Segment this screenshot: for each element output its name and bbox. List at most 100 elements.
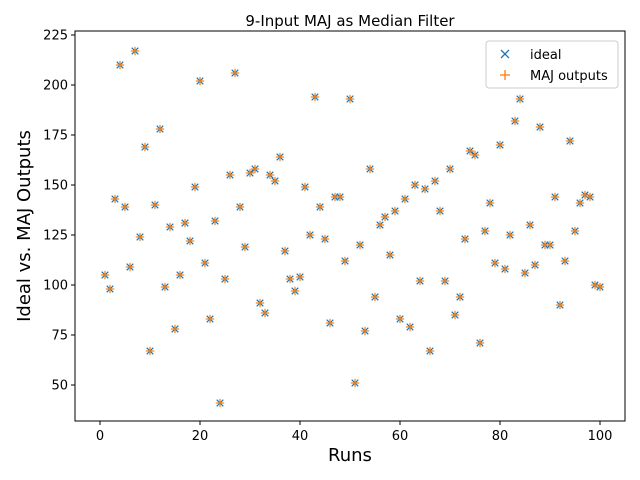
chart-title: 9-Input MAJ as Median Filter: [245, 12, 455, 30]
maj-point: [140, 142, 150, 152]
maj-point: [340, 256, 350, 266]
maj-point: [160, 282, 170, 292]
maj-point: [265, 170, 275, 180]
maj-point: [425, 346, 435, 356]
y-tick-label: 200: [43, 79, 68, 94]
y-tick-label: 125: [43, 229, 68, 244]
maj-point: [395, 314, 405, 324]
maj-point: [405, 322, 415, 332]
maj-point: [120, 202, 130, 212]
maj-point: [375, 220, 385, 230]
maj-point: [155, 124, 165, 134]
maj-point: [480, 226, 490, 236]
maj-point: [435, 206, 445, 216]
y-tick-label: 100: [43, 279, 68, 294]
x-tick-label: 0: [96, 429, 104, 444]
x-axis: 0 20 40 60 80 100: [96, 421, 613, 444]
plot-frame: [74, 30, 626, 422]
maj-point: [195, 76, 205, 86]
x-tick-label: 100: [588, 429, 613, 444]
maj-point: [180, 218, 190, 228]
maj-point: [110, 194, 120, 204]
data-marks: [100, 46, 605, 408]
maj-point: [450, 310, 460, 320]
maj-point: [570, 226, 580, 236]
maj-point: [470, 150, 480, 160]
maj-point: [555, 300, 565, 310]
legend: ideal MAJ outputs: [485, 40, 619, 89]
x-axis-label: Runs: [328, 445, 372, 466]
maj-point: [225, 170, 235, 180]
maj-point: [125, 262, 135, 272]
legend-label-ideal: ideal: [530, 48, 561, 63]
legend-marker-ideal: [500, 49, 510, 59]
maj-point: [310, 92, 320, 102]
maj-point: [210, 216, 220, 226]
y-tick-label: 75: [51, 329, 68, 344]
maj-point: [580, 190, 590, 200]
y-tick-label: 175: [43, 129, 68, 144]
maj-point: [280, 246, 290, 256]
y-axis-label: Ideal vs. MAJ Outputs: [14, 130, 35, 322]
maj-point: [285, 274, 295, 284]
maj-point: [170, 324, 180, 334]
maj-point: [460, 234, 470, 244]
maj-point: [105, 284, 115, 294]
maj-point: [250, 164, 260, 174]
y-tick-label: 225: [43, 29, 68, 44]
maj-point: [200, 258, 210, 268]
maj-point: [175, 270, 185, 280]
series-maj-outputs: [100, 46, 605, 408]
maj-point: [380, 212, 390, 222]
maj-point: [430, 176, 440, 186]
maj-point: [290, 286, 300, 296]
maj-point: [320, 234, 330, 244]
legend-box: [485, 40, 619, 89]
maj-point: [530, 260, 540, 270]
y-tick-label: 50: [51, 379, 68, 394]
maj-point: [240, 242, 250, 252]
maj-point: [220, 274, 230, 284]
maj-point: [545, 240, 555, 250]
maj-point: [215, 398, 225, 408]
maj-point: [335, 192, 345, 202]
maj-point: [390, 206, 400, 216]
maj-point: [350, 378, 360, 388]
legend-label-maj-outputs: MAJ outputs: [530, 69, 608, 84]
y-axis: 50 75 100 125 150 175 200 225: [43, 29, 75, 394]
maj-point: [255, 298, 265, 308]
maj-point: [590, 280, 600, 290]
maj-point: [465, 146, 475, 156]
maj-point: [585, 192, 595, 202]
maj-point: [100, 270, 110, 280]
maj-point: [475, 338, 485, 348]
maj-point: [505, 230, 515, 240]
maj-point: [440, 276, 450, 286]
maj-point: [565, 136, 575, 146]
maj-point: [575, 198, 585, 208]
maj-point: [260, 308, 270, 318]
maj-point: [445, 164, 455, 174]
maj-point: [145, 346, 155, 356]
x-tick-label: 80: [492, 429, 509, 444]
maj-point: [420, 184, 430, 194]
x-tick-label: 40: [292, 429, 309, 444]
maj-point: [510, 116, 520, 126]
maj-point: [355, 240, 365, 250]
maj-point: [270, 176, 280, 186]
maj-point: [525, 220, 535, 230]
maj-point: [550, 192, 560, 202]
maj-point: [535, 122, 545, 132]
maj-point: [365, 164, 375, 174]
maj-point: [150, 200, 160, 210]
legend-marker-maj-outputs: [500, 70, 510, 80]
x-tick-label: 60: [392, 429, 409, 444]
maj-point: [315, 202, 325, 212]
maj-point: [235, 202, 245, 212]
maj-point: [165, 222, 175, 232]
maj-point: [500, 264, 510, 274]
maj-point: [400, 194, 410, 204]
maj-point: [185, 236, 195, 246]
maj-point: [560, 256, 570, 266]
